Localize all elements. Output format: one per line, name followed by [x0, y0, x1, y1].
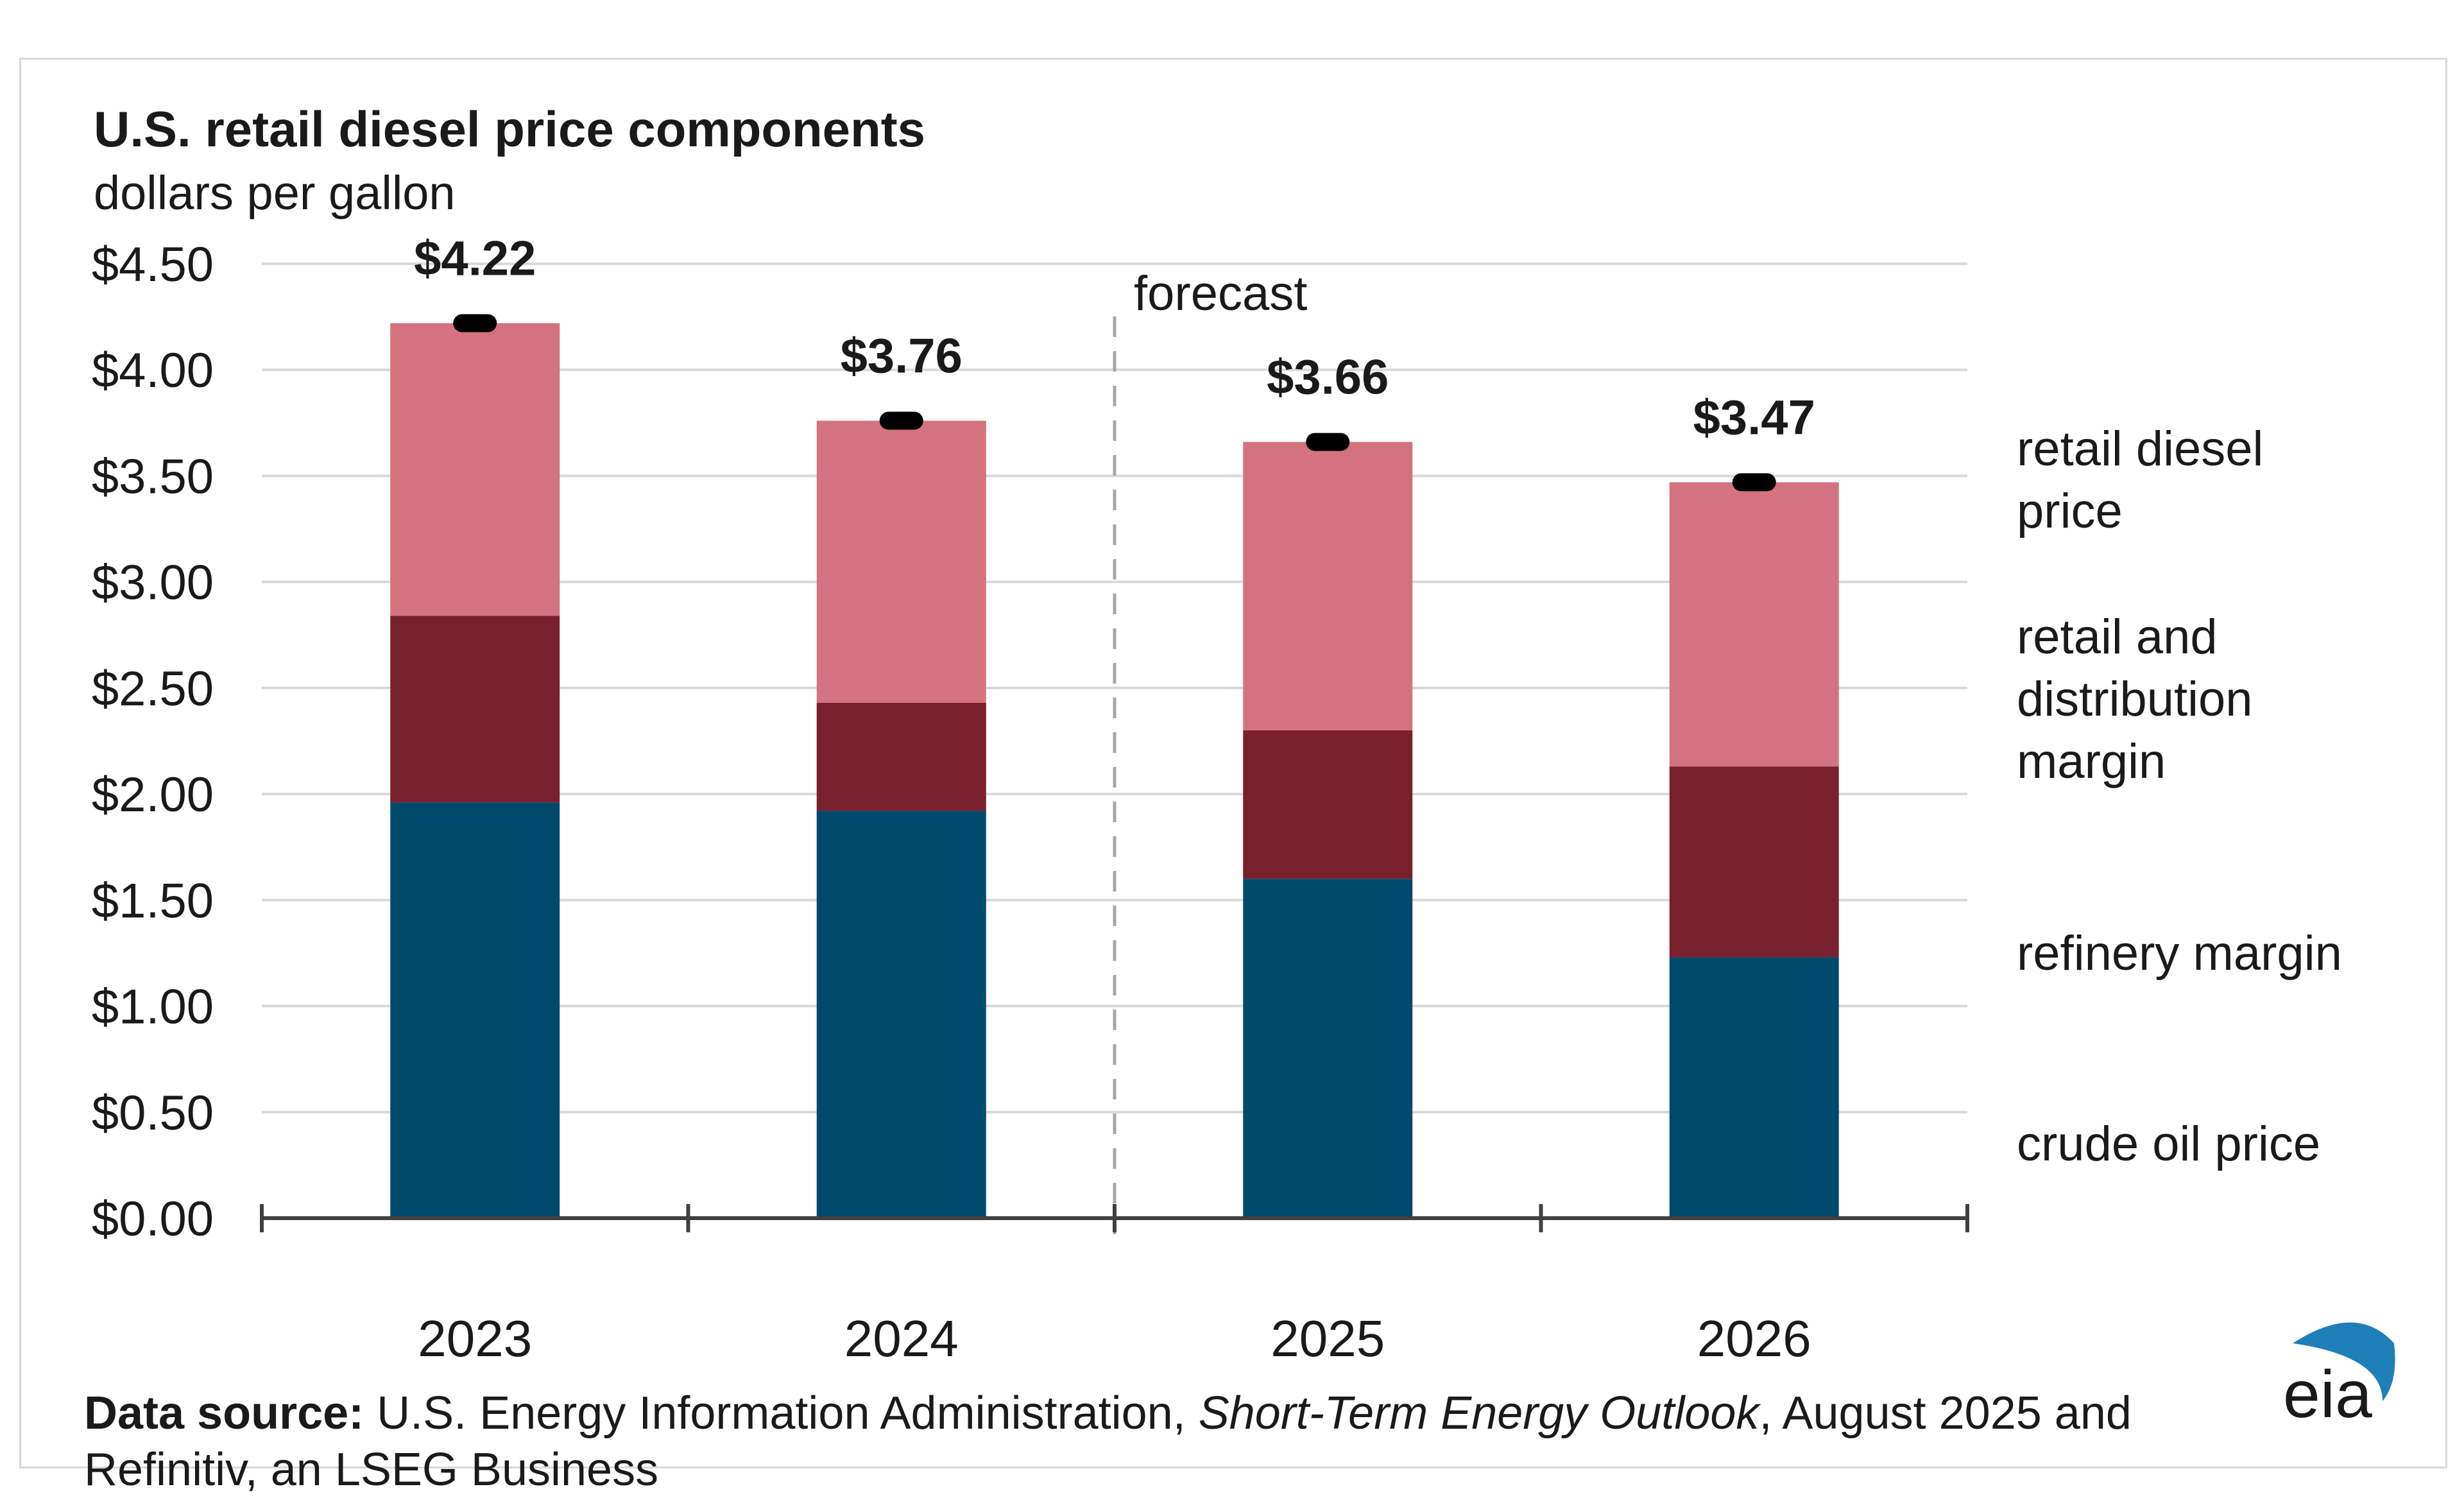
total-marker: [1306, 433, 1350, 451]
y-tick-label: $4.50: [92, 237, 214, 292]
forecast-label: forecast: [1134, 266, 1307, 321]
legend-item: crude oil price: [2017, 1117, 2320, 1171]
bar-segment: [816, 420, 986, 703]
y-tick-label: $4.00: [92, 343, 214, 398]
legend: retail diesel price retail and distribution…: [2017, 422, 2342, 1171]
x-axis: 2023 2024 2025 2026: [260, 1204, 1969, 1367]
y-axis-label: dollars per gallon: [94, 166, 456, 220]
eia-logo: eia: [2283, 1322, 2395, 1432]
bar-segment: [1669, 957, 1839, 1218]
legend-item-line: refinery margin: [2017, 926, 2342, 981]
y-tick-label: $2.00: [92, 768, 214, 822]
bar-segment: [1243, 442, 1413, 730]
legend-item: retail and distribution margin: [2017, 610, 2253, 789]
y-tick-label: $1.00: [92, 980, 214, 1035]
y-tick-label: $0.00: [92, 1192, 214, 1246]
chart-title: U.S. retail diesel price components: [94, 101, 925, 157]
y-tick-label: $0.50: [92, 1086, 214, 1141]
x-tick-label: 2026: [1697, 1310, 1811, 1367]
total-marker: [1732, 473, 1776, 492]
data-source-text-1: U.S. Energy Information Administration,: [364, 1388, 1199, 1439]
legend-item-line: retail diesel: [2017, 422, 2263, 476]
bar-segment: [390, 802, 560, 1218]
eia-logo-swoosh: [2293, 1322, 2395, 1401]
data-source-label: Data source:: [84, 1388, 364, 1439]
bar-segment: [1243, 879, 1413, 1218]
total-label: $3.76: [841, 329, 963, 384]
legend-item-line: margin: [2017, 734, 2166, 789]
chart-svg: $0.00 $0.50 $1.00 $1.50 $2.00 $2.50 $3.00 $3.50…: [92, 101, 2395, 1432]
legend-item-line: distribution: [2017, 672, 2253, 727]
total-marker: [879, 411, 923, 430]
bars: $4.22 $3.76 $3.66 $3.47 forecast: [390, 232, 1839, 1234]
data-source-italic: Short-Term Energy Outlook: [1198, 1388, 1759, 1439]
x-tick-label: 2025: [1270, 1310, 1385, 1367]
chart-frame: $0.00 $0.50 $1.00 $1.50 $2.00 $2.50 $3.00 $3.50…: [19, 58, 2447, 1495]
total-marker: [453, 314, 497, 332]
bar-segment: [1669, 482, 1839, 767]
y-tick-label: $1.50: [92, 874, 214, 928]
y-tick-label: $2.50: [92, 662, 214, 716]
total-label: $3.66: [1267, 350, 1389, 405]
legend-item-line: retail and: [2017, 610, 2218, 664]
bar-segment: [816, 703, 986, 811]
y-tick-label: $3.50: [92, 449, 214, 504]
legend-item-line: crude oil price: [2017, 1117, 2320, 1171]
total-label: $4.22: [414, 232, 536, 286]
legend-item: refinery margin: [2017, 926, 2342, 981]
legend-item-line: price: [2017, 484, 2123, 538]
bar-segment: [1243, 730, 1413, 879]
data-source-note: Data source: U.S. Energy Information Adm…: [84, 1385, 2298, 1498]
chart-labels: U.S. retail diesel price components doll…: [94, 101, 925, 220]
bar-segment: [390, 323, 560, 616]
legend-item: retail diesel price: [2017, 422, 2263, 538]
bar-segment: [1669, 766, 1839, 958]
x-tick-label: 2023: [418, 1310, 532, 1367]
total-label: $3.47: [1693, 390, 1815, 445]
bar-segment: [816, 811, 986, 1218]
bar-segment: [390, 616, 560, 803]
eia-logo-text: eia: [2283, 1357, 2372, 1432]
x-tick-label: 2024: [844, 1310, 959, 1367]
y-tick-label: $3.00: [92, 556, 214, 610]
